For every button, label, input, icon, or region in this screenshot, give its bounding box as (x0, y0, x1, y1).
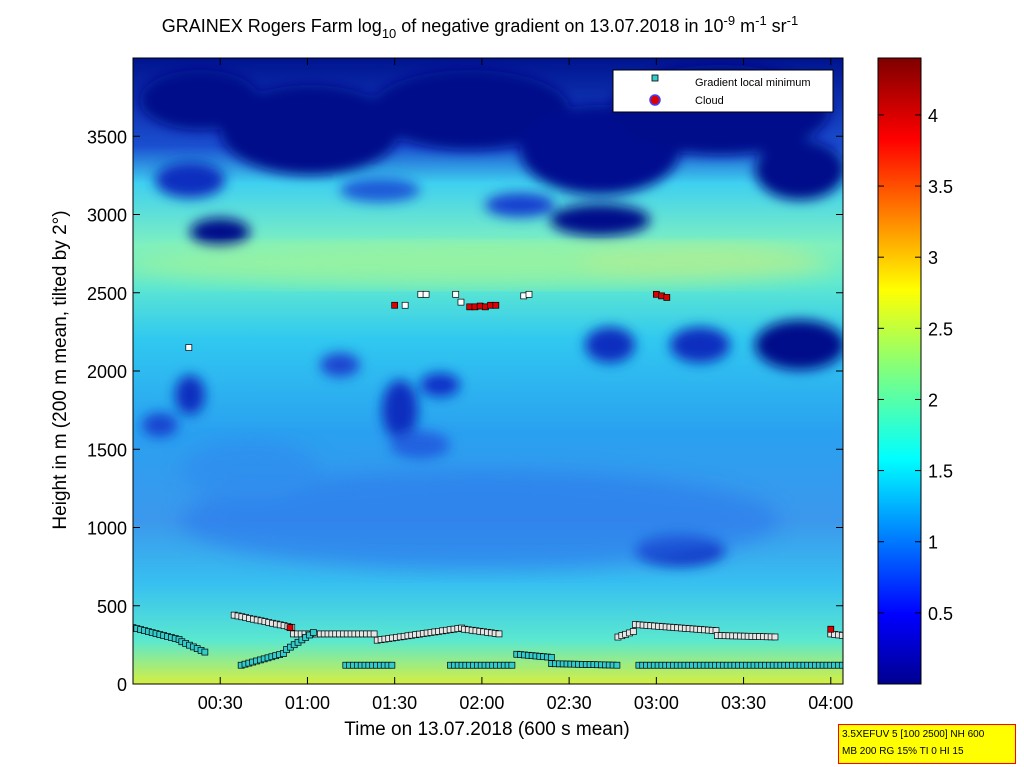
chart-title: GRAINEX Rogers Farm log10 of negative gr… (162, 13, 798, 41)
colorbar-tick-label: 1.5 (928, 462, 953, 482)
gradient-min-marker (495, 630, 503, 638)
y-tick-label: 1000 (87, 519, 127, 539)
legend-label-cloud: Cloud (695, 95, 724, 107)
gradient-min-marker (547, 654, 555, 661)
x-axis: 00:30 01:00 01:30 02:00 02:30 03:00 03:30 04:00 (198, 58, 853, 713)
y-tick-label: 2000 (87, 362, 127, 382)
gradient-min-marker (525, 290, 533, 298)
legend-box (612, 69, 834, 113)
gradient-min-marker (310, 629, 317, 636)
cloud-marker (391, 301, 399, 309)
y-tick-label: 3500 (87, 127, 127, 147)
info-line-1: 3.5XEFUV 5 [100 2500] NH 600 (842, 729, 985, 740)
colorbar-scale (877, 57, 922, 685)
x-tick-label: 04:00 (808, 693, 853, 713)
x-tick-label: 01:00 (285, 693, 330, 713)
legend: Gradient local minimum Cloud (612, 69, 834, 113)
colorbar-tick-label: 0.5 (928, 604, 953, 624)
x-tick-label: 03:00 (634, 693, 679, 713)
legend-cloud-marker (649, 94, 661, 106)
colorbar-tick-label: 1 (928, 533, 938, 553)
x-tick-label: 03:30 (721, 693, 766, 713)
gradient-min-marker (508, 661, 516, 669)
gradient-min-marker (201, 648, 209, 656)
y-tick-label: 1500 (87, 440, 127, 460)
colorbar: 0.5 1 1.5 2 2.5 3 3.5 4 (877, 57, 953, 685)
gradient-min-marker (401, 301, 409, 309)
y-tick-label: 0 (117, 675, 127, 695)
colorbar-tick-label: 2.5 (928, 319, 953, 339)
colorbar-tick-label: 2 (928, 390, 938, 410)
gradient-min-marker (838, 661, 843, 669)
colorbar-tick-label: 4 (928, 106, 938, 126)
legend-label-gradient-min: Gradient local minimum (695, 77, 811, 89)
cloud-marker (492, 301, 500, 309)
gradient-min-marker (613, 661, 621, 669)
info-line-2: MB 200 RG 15% TI 0 HI 15 (842, 746, 964, 757)
gradient-min-marker (185, 344, 193, 351)
cloud-marker (663, 294, 671, 301)
heatmap-field (133, 58, 843, 684)
x-tick-label: 00:30 (198, 693, 243, 713)
gradient-min-marker (422, 290, 430, 298)
cloud-marker (827, 625, 835, 633)
y-axis-label: Height in m (200 m mean, tilted by 2°) (50, 210, 71, 529)
cloud-marker (286, 624, 294, 632)
y-tick-label: 500 (97, 597, 127, 617)
gradient-min-marker (457, 298, 465, 306)
marker-layer (133, 290, 843, 669)
gradient-min-marker (452, 290, 460, 298)
gradient-min-marker (370, 630, 378, 638)
x-tick-label: 02:00 (459, 693, 504, 713)
y-tick-label: 2500 (87, 284, 127, 304)
colorbar-tick-label: 3.5 (928, 177, 953, 197)
colorbar-tick-label: 3 (928, 248, 938, 268)
x-axis-label: Time on 13.07.2018 (600 s mean) (344, 719, 630, 740)
y-tick-label: 3000 (87, 206, 127, 226)
legend-gradient-min-marker (651, 74, 659, 82)
x-tick-label: 01:30 (372, 693, 417, 713)
gradient-min-marker (388, 661, 396, 669)
x-tick-label: 02:30 (547, 693, 592, 713)
info-box: 3.5XEFUV 5 [100 2500] NH 600 MB 200 RG 1… (838, 724, 1016, 764)
gradient-min-marker (629, 628, 637, 635)
gradient-min-marker (838, 632, 843, 639)
y-axis: 0 500 1000 1500 2000 2500 3000 3500 (87, 127, 843, 695)
gradient-min-marker (771, 633, 779, 641)
